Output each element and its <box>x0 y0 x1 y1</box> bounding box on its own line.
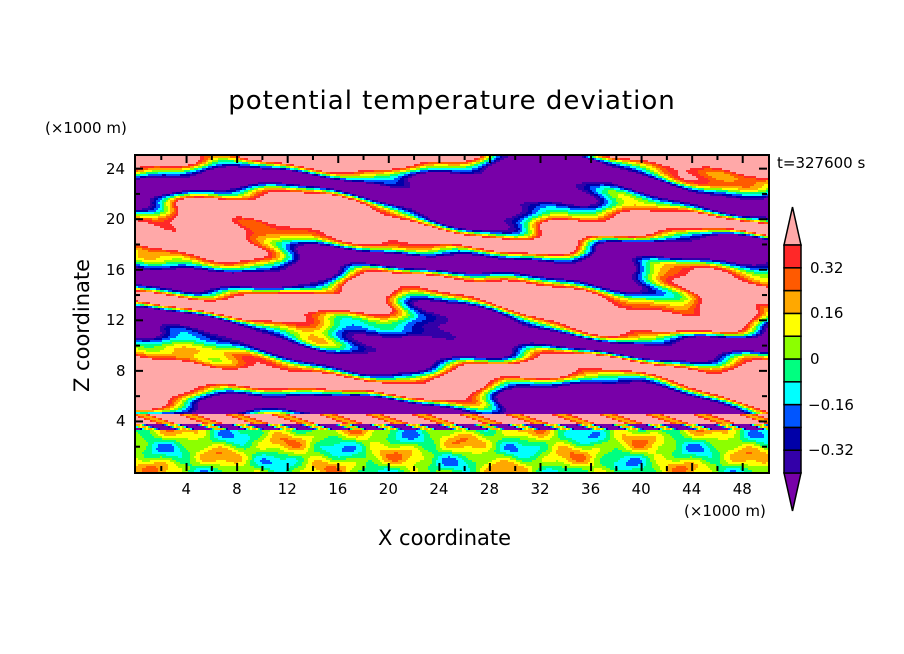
y-tick-label: 4 <box>116 412 126 431</box>
x-tick-label: 4 <box>181 480 192 498</box>
colorbar-box <box>783 335 802 360</box>
colorbar-box <box>783 426 802 451</box>
colorbar-box <box>783 267 802 292</box>
colorbar-box <box>783 289 802 315</box>
colorbar-box <box>783 381 802 406</box>
y-tick-label: 16 <box>106 260 126 279</box>
colorbar-box <box>783 312 802 337</box>
y-tick-label: 20 <box>106 210 126 229</box>
x-tick-label: 12 <box>277 480 297 498</box>
colorbar-tick-label: −0.32 <box>808 441 854 460</box>
x-unit-label: (×1000 m) <box>684 502 766 520</box>
colorbar-extend-min <box>783 472 802 512</box>
colorbar-tick-label: −0.16 <box>808 395 854 414</box>
y-tick-label: 12 <box>106 311 126 330</box>
colorbar-extend-max <box>783 206 802 246</box>
x-tick-label: 16 <box>328 480 348 498</box>
y-tick-label: 8 <box>116 361 126 380</box>
plot-area <box>136 156 768 472</box>
colorbar-tick-label: 0.16 <box>810 304 844 323</box>
x-tick-label: 48 <box>732 480 752 498</box>
chart-title: potential temperature deviation <box>228 86 676 116</box>
x-tick-label: 36 <box>581 480 601 498</box>
x-tick-label: 44 <box>682 480 702 498</box>
colorbar-box <box>783 449 802 474</box>
y-unit-label: (×1000 m) <box>45 119 127 137</box>
x-tick-label: 8 <box>232 480 242 498</box>
colorbar-box <box>783 244 802 269</box>
x-tick-label: 28 <box>479 480 499 498</box>
x-tick-label: 24 <box>429 480 449 498</box>
plot-frame <box>134 154 770 474</box>
colorbar-box <box>783 403 802 429</box>
colorbar-tick-label: 0 <box>810 350 820 368</box>
y-tick-label: 24 <box>106 159 126 178</box>
colorbar-tick-label: 0.32 <box>810 258 844 277</box>
heatmap-field <box>136 156 768 472</box>
x-axis-label: X coordinate <box>378 526 512 550</box>
x-tick-label: 40 <box>631 480 651 498</box>
colorbar-box <box>783 358 802 383</box>
x-tick-label: 32 <box>530 480 550 498</box>
x-tick-label: 20 <box>378 480 398 498</box>
time-annotation: t=327600 s <box>777 154 866 172</box>
